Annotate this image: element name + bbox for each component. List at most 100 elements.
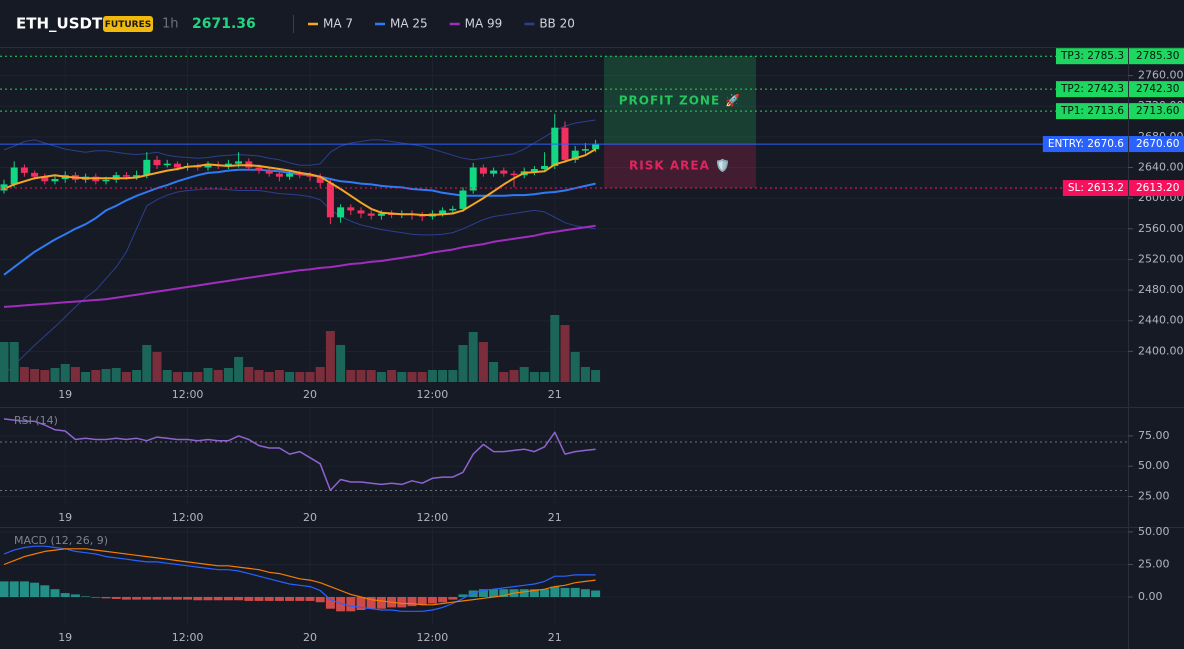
volume-bar xyxy=(499,372,509,382)
bb-lower xyxy=(3,188,596,375)
ma-line xyxy=(3,148,597,216)
histogram-bar xyxy=(570,587,580,598)
candle-body xyxy=(122,175,130,177)
candle-body xyxy=(571,150,579,160)
candle-body xyxy=(551,127,559,166)
histogram-bar xyxy=(560,587,570,598)
zone xyxy=(604,144,756,189)
volume-bar xyxy=(9,342,19,382)
candle-body xyxy=(20,167,28,173)
y-tick-label: 2640.00 xyxy=(1138,161,1184,174)
histogram-bar xyxy=(50,589,60,598)
candle-body xyxy=(102,179,110,182)
candle-body xyxy=(224,163,232,166)
histogram-bar xyxy=(60,593,70,598)
histogram-bar xyxy=(30,582,40,598)
axis-label-bg xyxy=(1129,180,1184,197)
histogram-bar xyxy=(70,594,80,598)
plot-area xyxy=(0,545,601,612)
level-label: TP3: 2785.3 xyxy=(1060,50,1124,62)
candle-body xyxy=(592,143,600,150)
candle-body xyxy=(0,184,8,191)
x-tick-label: 20 xyxy=(303,631,317,644)
volume-bar xyxy=(81,372,91,382)
volume-bar xyxy=(591,370,601,382)
volume-bar xyxy=(366,370,376,382)
histogram-bar xyxy=(417,597,427,605)
axis-label: 2670.60 xyxy=(1136,138,1179,150)
candle-body xyxy=(204,164,212,168)
level-label: TP2: 2742.3 xyxy=(1060,83,1124,95)
x-tick-label: 21 xyxy=(548,388,562,401)
candle-body xyxy=(235,161,243,164)
volume-bar xyxy=(101,369,111,382)
histogram-bar xyxy=(111,597,121,599)
histogram-bar xyxy=(152,597,162,600)
candle-body xyxy=(326,182,334,218)
volume-bar xyxy=(234,357,244,382)
histogram-bar xyxy=(193,597,203,601)
candle-body xyxy=(490,170,498,174)
histogram-bar xyxy=(264,597,274,601)
volume-bar xyxy=(336,345,346,382)
volume-bar xyxy=(91,370,101,382)
x-tick-label: 20 xyxy=(303,511,317,524)
histogram-bar xyxy=(346,597,356,612)
level-label: SL: 2613.2 xyxy=(1068,182,1124,194)
histogram-bar xyxy=(580,589,590,598)
axis-label: 2713.60 xyxy=(1136,105,1179,117)
histogram-bar xyxy=(376,597,386,609)
histogram-bar xyxy=(336,597,346,612)
candle-body xyxy=(51,178,59,182)
candle-body xyxy=(510,173,518,176)
axis-label-bg xyxy=(1129,136,1184,153)
histogram-bar xyxy=(366,597,376,609)
volume-bar xyxy=(203,368,213,382)
histogram-bar xyxy=(315,597,325,603)
histogram-bar xyxy=(274,597,284,601)
candle-body xyxy=(459,190,467,209)
volume-bar xyxy=(580,367,590,382)
volume-bar xyxy=(244,367,254,382)
volume-bar xyxy=(468,332,478,382)
volume-bar xyxy=(458,345,468,382)
volume-bar xyxy=(387,370,397,382)
level-label: TP1: 2713.6 xyxy=(1060,105,1124,117)
volume-bar xyxy=(0,342,9,382)
candle-body xyxy=(479,167,487,174)
axis-label-bg xyxy=(1129,48,1184,65)
histogram-bar xyxy=(458,594,468,598)
y-tick-label: 2440.00 xyxy=(1138,314,1184,327)
panel-title: MACD (12, 26, 9) xyxy=(14,534,108,547)
volume-bar xyxy=(346,370,356,382)
histogram-bar xyxy=(550,586,560,598)
volume-bar xyxy=(315,367,325,382)
histogram-bar xyxy=(285,597,295,601)
badge: FUTURES xyxy=(105,20,151,30)
histogram-bar xyxy=(540,589,550,598)
y-tick-label: 2560.00 xyxy=(1138,222,1184,235)
x-tick-label: 20 xyxy=(303,388,317,401)
candle-body xyxy=(439,210,447,214)
histogram-bar xyxy=(397,597,407,608)
macd-line xyxy=(3,545,596,612)
volume-bar xyxy=(40,370,50,382)
histogram-bar xyxy=(223,597,233,601)
histogram-bar xyxy=(9,581,19,598)
candle-body xyxy=(316,176,324,183)
candle-body xyxy=(163,163,171,166)
volume-bar xyxy=(570,352,580,382)
y-tick-label: 0.00 xyxy=(1138,590,1163,603)
bb-upper xyxy=(3,119,596,166)
volume-bar xyxy=(172,372,182,382)
histogram-bar xyxy=(489,589,499,598)
volume-bar xyxy=(152,352,162,382)
volume-bar xyxy=(19,367,29,382)
volume-bar xyxy=(70,367,80,382)
x-tick-label: 12:00 xyxy=(417,511,449,524)
histogram-bar xyxy=(101,597,111,599)
volume-bar xyxy=(356,370,366,382)
histogram-bar xyxy=(448,597,458,600)
x-tick-label: 21 xyxy=(548,511,562,524)
